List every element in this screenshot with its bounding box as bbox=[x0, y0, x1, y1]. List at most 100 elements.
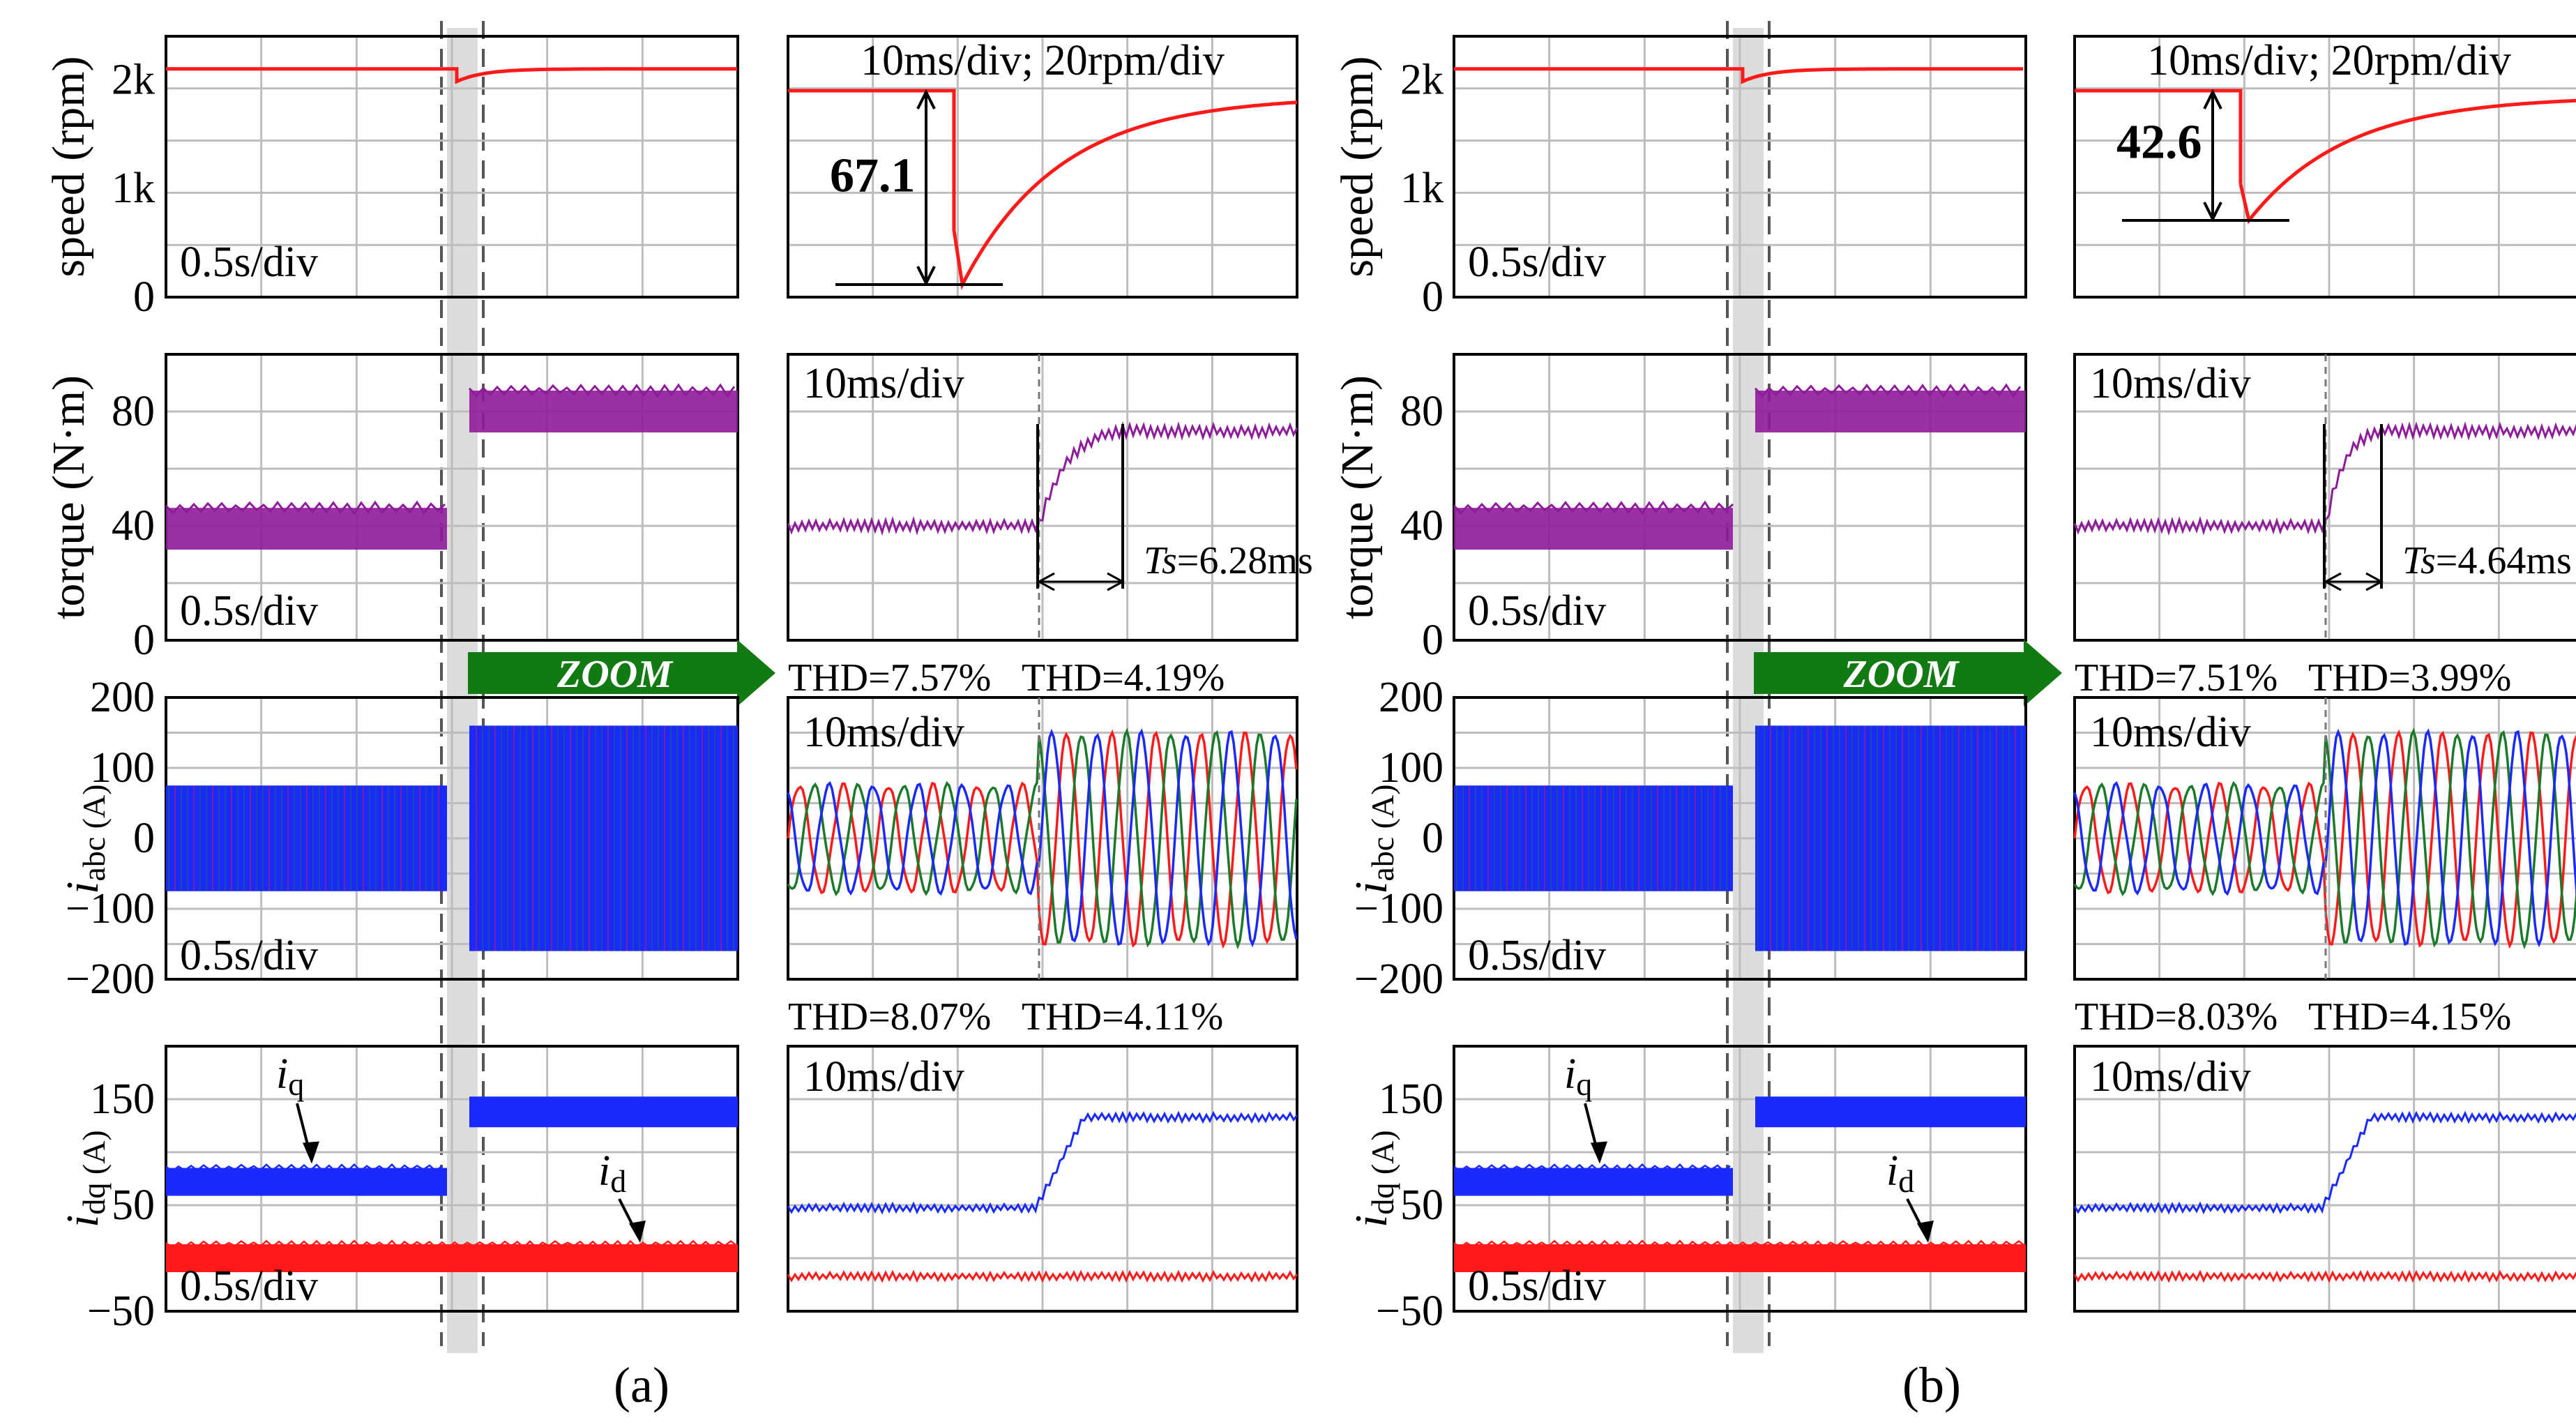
dq-timebase: 0.5s/div bbox=[1468, 1262, 1606, 1310]
dq-ylabel-main: i bbox=[1346, 1215, 1397, 1228]
abc-band-after bbox=[469, 725, 738, 951]
id-zoom-trace bbox=[787, 1269, 1298, 1283]
zoom-arrow-shape bbox=[468, 640, 775, 707]
dq-zoom-frame bbox=[787, 1045, 1298, 1313]
iq-band-before bbox=[1454, 1168, 1733, 1196]
iq-pointer-head bbox=[303, 1141, 319, 1164]
id-label-sub: d bbox=[610, 1163, 626, 1199]
id-label: id bbox=[598, 1147, 626, 1199]
speed-drop-value: 67.1 bbox=[830, 149, 916, 203]
id-label-main: i bbox=[1886, 1147, 1898, 1195]
speed-ylabel: speed (rpm) bbox=[43, 56, 94, 277]
torque-thd-before: THD=7.57% bbox=[788, 656, 991, 700]
torque-zoom-frame bbox=[787, 353, 1298, 642]
speed-tick-2k: 2k bbox=[1400, 56, 1444, 103]
abc-ylabel-sub: abc (A) bbox=[1365, 784, 1400, 881]
dq-ylabel: idq (A) bbox=[57, 1130, 112, 1228]
abc-ylabel: iabc (A) bbox=[1346, 784, 1400, 894]
abc-tick: 0 bbox=[1422, 815, 1444, 862]
speed-zoom-trace bbox=[2075, 89, 2576, 225]
id-band bbox=[1454, 1244, 2026, 1272]
iq-band-after bbox=[469, 1096, 738, 1128]
torque-thd-after: THD=4.19% bbox=[1022, 656, 1225, 700]
speed-tick-0: 0 bbox=[1422, 273, 1444, 321]
abc-zoom-phase-1 bbox=[787, 729, 1298, 949]
speed-zoom-timebase: 10ms/div; 20rpm/div bbox=[2147, 37, 2511, 84]
dq-ylabel-sub: dq (A) bbox=[76, 1130, 112, 1214]
iq-label: iq bbox=[276, 1050, 304, 1102]
iq-noise-before bbox=[1453, 1163, 1731, 1173]
iq-band-after bbox=[1755, 1096, 2026, 1128]
abc-zoom-phase-3 bbox=[2073, 728, 2576, 948]
speed-zoom-chart: 67.1 10ms/div; 20rpm/div bbox=[787, 35, 1298, 299]
abc-ylabel-sub: abc (A) bbox=[76, 784, 112, 881]
iq-label-main: i bbox=[1564, 1050, 1576, 1098]
abc-tick: 0 bbox=[133, 815, 155, 862]
speed-zoom-grid bbox=[788, 36, 1297, 297]
dq-tick-150: 150 bbox=[1379, 1075, 1444, 1123]
abc-timebase: 0.5s/div bbox=[1468, 932, 1606, 979]
abc-ylabel-main: i bbox=[1346, 882, 1397, 894]
speed-chart: 2k 1k 0 speed (rpm) 0.5s/div bbox=[43, 35, 739, 321]
abc-tick: 100 bbox=[90, 744, 155, 792]
torque-thd-after: THD=3.99% bbox=[2308, 656, 2511, 700]
speed-drop-arrowhead-top bbox=[2203, 89, 2222, 110]
dq-ylabel: idq (A) bbox=[1346, 1130, 1400, 1228]
dq-ylabel-sub: dq (A) bbox=[1365, 1130, 1400, 1214]
current-abc-zoom-chart: 10ms/div THD=8.03% THD=4.15% bbox=[2073, 696, 2576, 1039]
speed-zoom-timebase: 10ms/div; 20rpm/div bbox=[861, 37, 1225, 84]
current-dq-zoom-chart: 10ms/div bbox=[2073, 1045, 2576, 1313]
settling-time-label: Ts=6.28ms bbox=[1144, 539, 1313, 582]
settling-time-value: =6.28ms bbox=[1177, 539, 1313, 582]
torque-band-before bbox=[166, 508, 447, 550]
iq-zoom-trace bbox=[787, 1110, 1298, 1215]
torque-band-before bbox=[1454, 508, 1733, 550]
id-label: id bbox=[1886, 1147, 1914, 1199]
torque-ylabel: torque (N·m) bbox=[43, 375, 94, 619]
dq-tick-50: 50 bbox=[1400, 1181, 1444, 1229]
dq-tick-minus50: −50 bbox=[1376, 1288, 1444, 1335]
abc-tick: −100 bbox=[66, 885, 155, 933]
torque-zoom-grid bbox=[2075, 354, 2576, 640]
dq-zoom-timebase: 10ms/div bbox=[803, 1053, 964, 1101]
torque-band-after bbox=[469, 391, 738, 432]
id-pointer-head bbox=[1917, 1221, 1934, 1243]
settling-time-symbol: Ts bbox=[1144, 539, 1177, 582]
zoom-arrow-label: ZOOM bbox=[1843, 653, 1960, 696]
panel-caption: (a) bbox=[614, 1357, 669, 1413]
settling-arrowhead-left bbox=[1036, 572, 1055, 591]
id-noise bbox=[165, 1239, 738, 1249]
dq-tick-150: 150 bbox=[90, 1075, 155, 1123]
abc-timebase: 0.5s/div bbox=[180, 932, 318, 979]
panel-b: 2k 1k 0 speed (rpm) 0.5s/div 42.6 10ms/div; 20… bbox=[1332, 21, 2576, 1413]
zoom-arrow-shape bbox=[1754, 640, 2062, 707]
torque-zoom-timebase: 10ms/div bbox=[2090, 360, 2251, 407]
speed-ylabel: speed (rpm) bbox=[1332, 56, 1383, 277]
dq-tick-minus50: −50 bbox=[87, 1288, 155, 1335]
dq-zoom-frame bbox=[2073, 1045, 2576, 1313]
id-pointer-head bbox=[629, 1221, 646, 1243]
id-noise bbox=[1453, 1239, 2026, 1249]
torque-zoom-timebase: 10ms/div bbox=[803, 360, 964, 407]
torque-grid bbox=[1454, 354, 2026, 640]
torque-noise-before bbox=[165, 500, 446, 515]
speed-drop-value: 42.6 bbox=[2116, 116, 2202, 169]
abc-ylabel-main: i bbox=[57, 882, 108, 894]
id-label-main: i bbox=[598, 1147, 610, 1195]
abc-tick: −200 bbox=[1354, 956, 1444, 1003]
speed-drop-arrowhead-top bbox=[916, 89, 936, 110]
torque-timebase: 0.5s/div bbox=[180, 587, 318, 635]
torque-tick-40: 40 bbox=[1400, 502, 1444, 550]
settling-time-symbol: Ts bbox=[2402, 539, 2436, 582]
speed-grid bbox=[1454, 36, 2026, 297]
id-band bbox=[166, 1244, 738, 1272]
abc-ylabel: iabc (A) bbox=[57, 784, 112, 894]
id-zoom-trace bbox=[2073, 1269, 2576, 1283]
zoom-arrow: ZOOM bbox=[468, 640, 775, 707]
torque-zoom-grid bbox=[788, 354, 1297, 640]
zoom-arrow: ZOOM bbox=[1754, 640, 2062, 707]
settling-time-value: =4.64ms bbox=[2436, 539, 2572, 582]
speed-chart: 2k 1k 0 speed (rpm) 0.5s/div bbox=[1332, 35, 2027, 321]
